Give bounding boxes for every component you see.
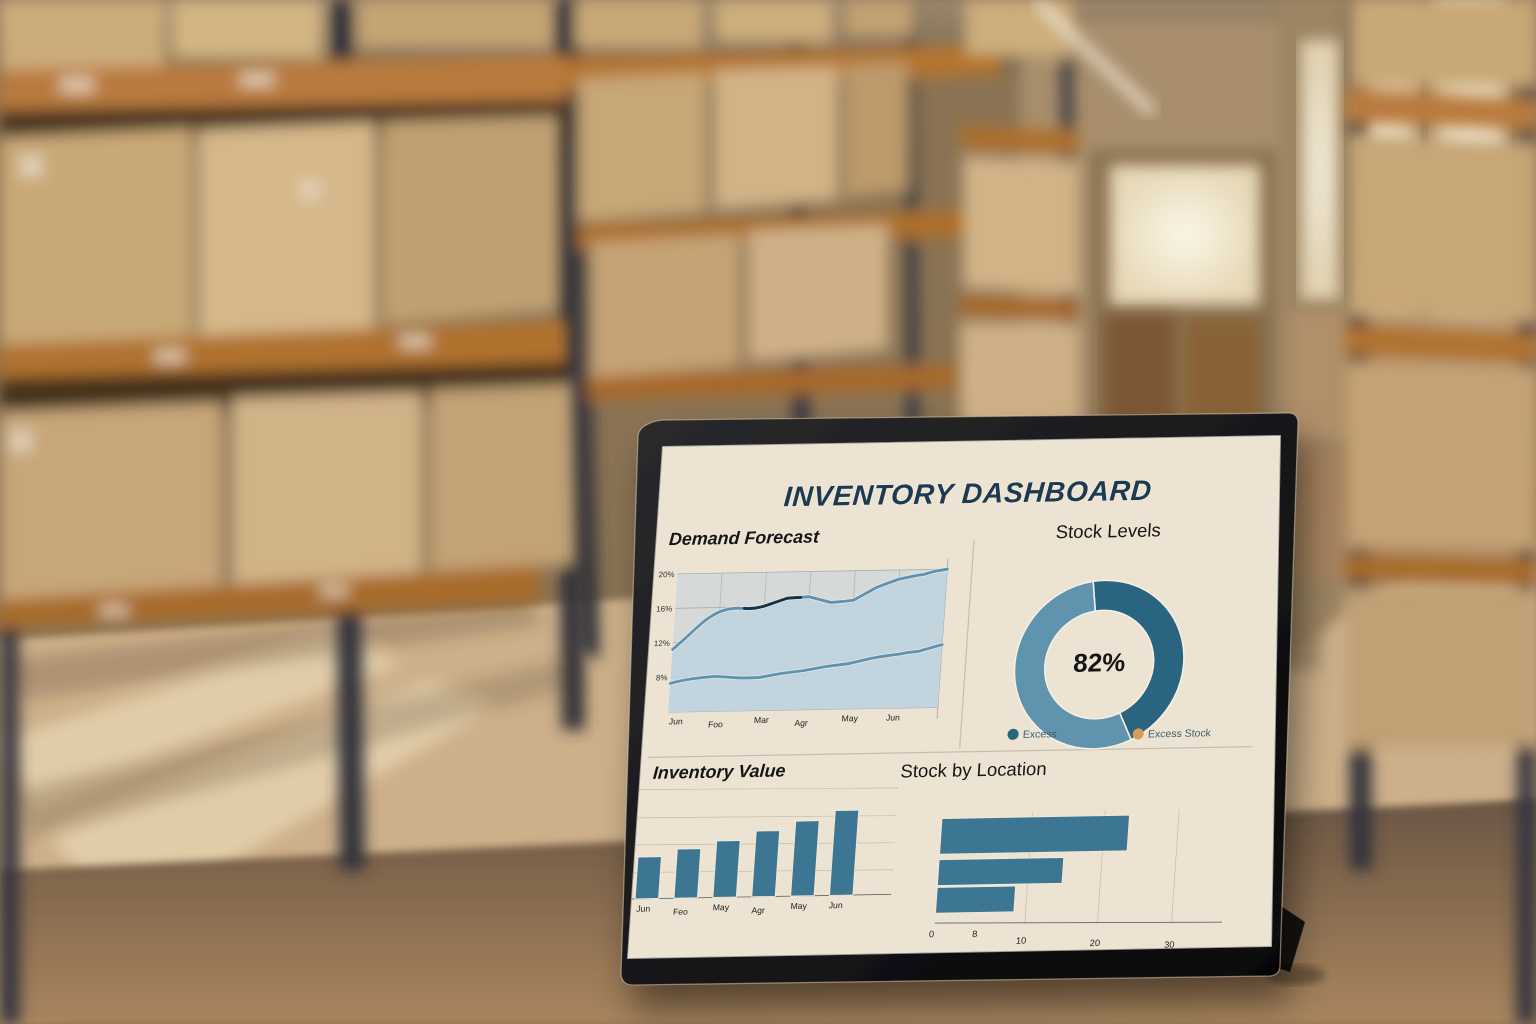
- svg-text:Mar: Mar: [754, 715, 770, 725]
- svg-text:Inventory Value: Inventory Value: [652, 761, 786, 783]
- svg-text:82%: 82%: [1072, 649, 1126, 678]
- svg-text:Stock by Location: Stock by Location: [900, 758, 1048, 782]
- svg-text:Jun: Jun: [636, 904, 651, 914]
- svg-text:May: May: [790, 901, 808, 911]
- svg-text:Jun: Jun: [828, 900, 843, 910]
- svg-text:May: May: [712, 902, 730, 912]
- svg-text:0: 0: [929, 929, 935, 939]
- svg-text:Jun: Jun: [886, 712, 901, 722]
- svg-text:Agr: Agr: [794, 718, 808, 728]
- svg-text:Stock Levels: Stock Levels: [1055, 519, 1161, 542]
- svg-text:Foo: Foo: [708, 719, 724, 729]
- svg-text:8: 8: [972, 929, 978, 939]
- svg-text:16%: 16%: [656, 604, 673, 613]
- svg-text:12%: 12%: [654, 639, 671, 648]
- svg-text:Excess Stock: Excess Stock: [1148, 728, 1212, 740]
- svg-text:Demand Forecast: Demand Forecast: [668, 527, 820, 550]
- svg-text:May: May: [841, 713, 859, 723]
- svg-text:Jun: Jun: [669, 716, 684, 726]
- svg-text:10: 10: [1016, 936, 1027, 946]
- svg-text:Feo: Feo: [673, 907, 689, 917]
- svg-text:Excess: Excess: [1022, 729, 1057, 741]
- svg-text:INVENTORY DASHBOARD: INVENTORY DASHBOARD: [783, 475, 1153, 513]
- svg-text:Agr: Agr: [751, 905, 765, 915]
- svg-text:20: 20: [1089, 938, 1100, 948]
- svg-text:8%: 8%: [656, 673, 668, 682]
- svg-text:20%: 20%: [658, 570, 675, 579]
